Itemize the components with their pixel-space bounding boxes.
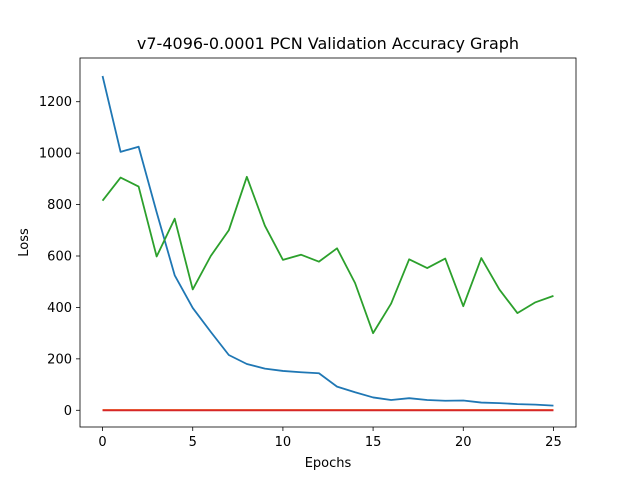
x-tick-label-3: 15 xyxy=(365,435,382,450)
series-line-1 xyxy=(101,175,554,335)
y-axis-label: Loss xyxy=(17,228,32,257)
x-tick-label-5: 25 xyxy=(545,435,562,450)
x-tick-label-1: 5 xyxy=(189,435,197,450)
y-tick-label-2: 400 xyxy=(47,301,72,316)
x-tick-label-2: 10 xyxy=(275,435,292,450)
x-axis-label: Epochs xyxy=(305,456,352,471)
y-axis-ticks: 0 200 400 600 800 1000 1200 xyxy=(39,95,80,419)
y-tick-label-6: 1200 xyxy=(39,95,72,110)
chart-title: v7-4096-0.0001 PCN Validation Accuracy G… xyxy=(137,34,519,53)
y-tick-label-0: 0 xyxy=(64,404,72,419)
x-tick-label-0: 0 xyxy=(98,435,106,450)
plot-frame xyxy=(79,57,577,428)
y-tick-label-4: 800 xyxy=(47,198,72,213)
y-tick-label-3: 600 xyxy=(47,250,72,265)
x-tick-label-4: 20 xyxy=(455,435,472,450)
series-layer xyxy=(101,75,554,412)
y-tick-label-1: 200 xyxy=(47,352,72,367)
y-tick-label-5: 1000 xyxy=(39,147,72,162)
series-line-0 xyxy=(101,75,554,407)
x-axis-ticks: 0 5 10 15 20 25 xyxy=(98,427,562,450)
